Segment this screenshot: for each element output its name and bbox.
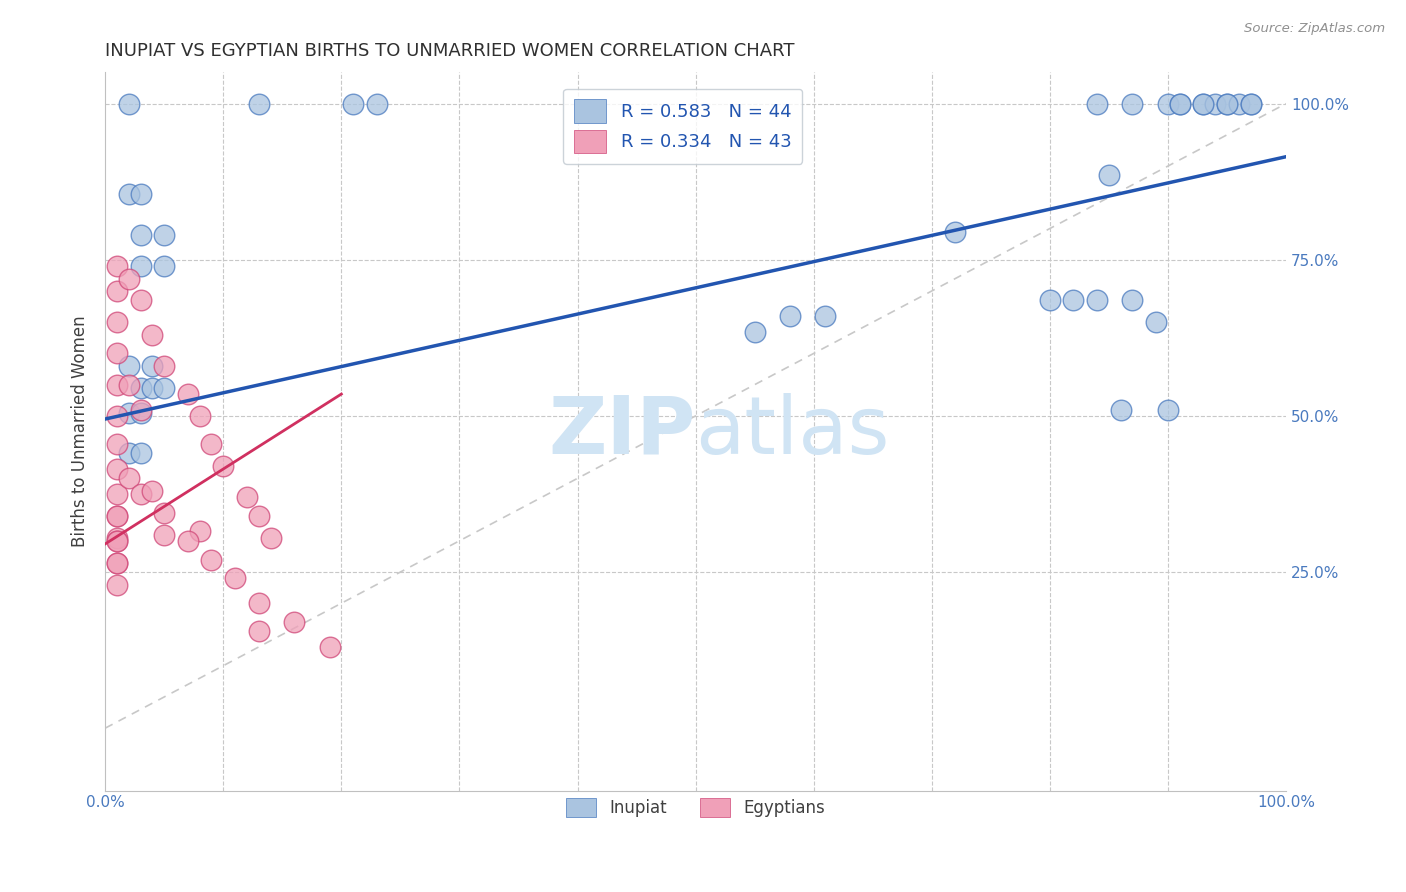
Point	[105, 487, 128, 501]
Point	[118, 406, 141, 420]
Point	[129, 227, 152, 242]
Point	[1121, 293, 1143, 308]
Point	[1204, 96, 1226, 111]
Point	[105, 315, 128, 329]
Point	[105, 346, 128, 360]
Text: ZIP: ZIP	[548, 392, 696, 470]
Point	[1216, 96, 1239, 111]
Point	[105, 409, 128, 423]
Point	[247, 596, 270, 610]
Point	[105, 508, 128, 523]
Text: Source: ZipAtlas.com: Source: ZipAtlas.com	[1244, 22, 1385, 36]
Text: INUPIAT VS EGYPTIAN BIRTHS TO UNMARRIED WOMEN CORRELATION CHART: INUPIAT VS EGYPTIAN BIRTHS TO UNMARRIED …	[105, 42, 794, 60]
Point	[247, 96, 270, 111]
Point	[105, 437, 128, 451]
Point	[1085, 96, 1108, 111]
Point	[943, 225, 966, 239]
Point	[153, 359, 176, 373]
Point	[1192, 96, 1215, 111]
Point	[129, 381, 152, 395]
Point	[318, 640, 340, 654]
Point	[105, 462, 128, 476]
Point	[200, 437, 222, 451]
Point	[118, 359, 141, 373]
Point	[1168, 96, 1191, 111]
Point	[129, 187, 152, 202]
Point	[153, 381, 176, 395]
Point	[1216, 96, 1239, 111]
Point	[105, 531, 128, 545]
Point	[1239, 96, 1261, 111]
Point	[105, 284, 128, 298]
Point	[118, 471, 141, 485]
Point	[153, 506, 176, 520]
Point	[1109, 402, 1132, 417]
Point	[129, 487, 152, 501]
Point	[1098, 169, 1121, 183]
Point	[366, 96, 388, 111]
Point	[141, 327, 163, 342]
Point	[1168, 96, 1191, 111]
Point	[118, 96, 141, 111]
Point	[118, 446, 141, 460]
Point	[118, 271, 141, 285]
Point	[153, 527, 176, 541]
Y-axis label: Births to Unmarried Women: Births to Unmarried Women	[72, 316, 89, 548]
Point	[212, 458, 235, 473]
Point	[236, 490, 259, 504]
Point	[1039, 293, 1062, 308]
Point	[200, 552, 222, 566]
Legend: Inupiat, Egyptians: Inupiat, Egyptians	[558, 789, 834, 825]
Point	[141, 381, 163, 395]
Point	[779, 309, 801, 323]
Point	[105, 533, 128, 548]
Point	[129, 446, 152, 460]
Point	[1085, 293, 1108, 308]
Point	[105, 556, 128, 570]
Point	[814, 309, 837, 323]
Point	[118, 187, 141, 202]
Point	[247, 508, 270, 523]
Point	[247, 624, 270, 639]
Point	[1062, 293, 1084, 308]
Point	[141, 359, 163, 373]
Point	[177, 533, 200, 548]
Point	[105, 377, 128, 392]
Text: atlas: atlas	[696, 392, 890, 470]
Point	[1157, 402, 1180, 417]
Point	[1192, 96, 1215, 111]
Point	[259, 531, 281, 545]
Point	[105, 259, 128, 273]
Point	[1121, 96, 1143, 111]
Point	[744, 325, 766, 339]
Point	[1144, 315, 1167, 329]
Point	[1239, 96, 1261, 111]
Point	[105, 556, 128, 570]
Point	[224, 571, 246, 585]
Point	[105, 577, 128, 591]
Point	[141, 483, 163, 498]
Point	[1157, 96, 1180, 111]
Point	[188, 409, 211, 423]
Point	[153, 259, 176, 273]
Point	[105, 533, 128, 548]
Point	[129, 402, 152, 417]
Point	[129, 259, 152, 273]
Point	[1227, 96, 1250, 111]
Point	[129, 293, 152, 308]
Point	[118, 377, 141, 392]
Point	[283, 615, 305, 629]
Point	[342, 96, 364, 111]
Point	[153, 227, 176, 242]
Point	[105, 508, 128, 523]
Point	[188, 524, 211, 539]
Point	[129, 406, 152, 420]
Point	[177, 387, 200, 401]
